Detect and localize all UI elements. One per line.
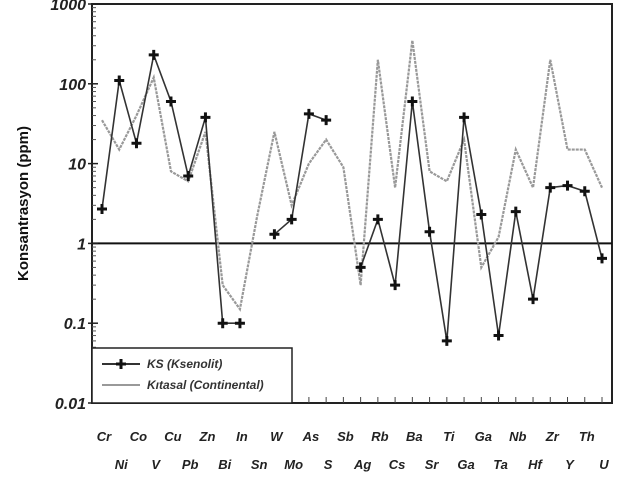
legend-box: [91, 347, 293, 404]
y-axis-ticks: 0.01 0.1 1 10 100 1000: [50, 0, 98, 413]
y-tick-label: 0.1: [64, 316, 86, 333]
x-tick-label-bottom: Pb: [182, 457, 199, 472]
data-point: [459, 112, 470, 123]
data-point: [303, 108, 314, 119]
data-point: [528, 294, 539, 305]
x-tick-label-top: Ti: [443, 429, 455, 444]
x-tick-label-bottom: U: [599, 457, 609, 472]
series-ks: [97, 49, 607, 346]
data-point: [407, 96, 418, 107]
x-tick-label-bottom: Ga: [457, 457, 474, 472]
data-point: [97, 203, 107, 214]
x-tick-label-top: Zr: [545, 429, 560, 444]
legend-label: KS (Ksenolit): [147, 357, 222, 371]
x-tick-label-bottom: Ni: [115, 457, 128, 472]
data-point: [355, 262, 366, 273]
y-tick-label: 1: [77, 236, 86, 253]
x-tick-label-top: Rb: [371, 429, 388, 444]
x-tick-label-top: Cu: [164, 429, 181, 444]
x-tick-label-bottom: V: [151, 457, 161, 472]
data-point: [286, 214, 297, 225]
data-point: [562, 180, 573, 191]
data-point: [510, 206, 521, 217]
series-line: [101, 40, 604, 312]
data-point: [114, 75, 125, 86]
y-tick-label: 1000: [50, 0, 86, 14]
legend-label: Kıtasal (Continental): [147, 378, 264, 392]
series-line: [101, 51, 240, 325]
data-point: [131, 138, 142, 149]
x-tick-label-top: Cr: [97, 429, 112, 444]
x-tick-label-bottom: Sr: [425, 457, 440, 472]
x-tick-label-bottom: Y: [565, 457, 575, 472]
data-point: [441, 335, 452, 346]
series-continental: [101, 40, 604, 312]
data-point: [390, 280, 401, 291]
data-point: [200, 112, 211, 123]
y-tick-label: 100: [59, 77, 86, 94]
x-tick-label-top: Nb: [509, 429, 526, 444]
data-point: [269, 229, 280, 240]
data-point: [597, 253, 607, 264]
data-point: [493, 330, 504, 341]
x-tick-label-top: Ba: [406, 429, 423, 444]
legend-marker: [116, 359, 126, 369]
data-point: [424, 226, 435, 237]
x-tick-label-bottom: Sn: [251, 457, 268, 472]
y-axis-title: Konsantrasyon (ppm): [15, 126, 32, 281]
x-tick-label-bottom: Cs: [389, 457, 406, 472]
series-layer: [97, 40, 607, 346]
data-point: [165, 96, 176, 107]
x-tick-label-bottom: Mo: [284, 457, 303, 472]
data-point: [148, 49, 159, 60]
x-tick-label-top: Sb: [337, 429, 354, 444]
x-tick-label-top: In: [236, 429, 248, 444]
series-line: [359, 101, 603, 342]
x-tick-label-top: Th: [579, 429, 595, 444]
data-point: [183, 170, 194, 181]
data-point: [234, 318, 245, 329]
x-tick-label-top: W: [270, 429, 284, 444]
data-point: [217, 318, 228, 329]
series-line: [273, 112, 327, 235]
data-point: [372, 214, 383, 225]
legend: KS (Ksenolit) Kıtasal (Continental): [91, 347, 293, 404]
data-point: [476, 209, 487, 220]
x-tick-label-top: Zn: [199, 429, 216, 444]
x-tick-label-bottom: Bi: [218, 457, 231, 472]
plot-border: [91, 3, 613, 404]
data-point: [579, 186, 590, 197]
x-tick-label-bottom: S: [324, 457, 333, 472]
x-tick-label-top: Ga: [475, 429, 492, 444]
x-tick-label-bottom: Ta: [493, 457, 508, 472]
x-tick-label-top: As: [302, 429, 320, 444]
y-tick-label: 0.01: [55, 396, 86, 413]
data-point: [321, 115, 332, 126]
plot-frame: [91, 3, 613, 404]
x-tick-label-bottom: Hf: [528, 457, 543, 472]
x-tick-label-bottom: Ag: [353, 457, 371, 472]
y-tick-label: 10: [68, 157, 86, 174]
x-tick-label-top: Co: [130, 429, 147, 444]
data-point: [545, 182, 556, 193]
